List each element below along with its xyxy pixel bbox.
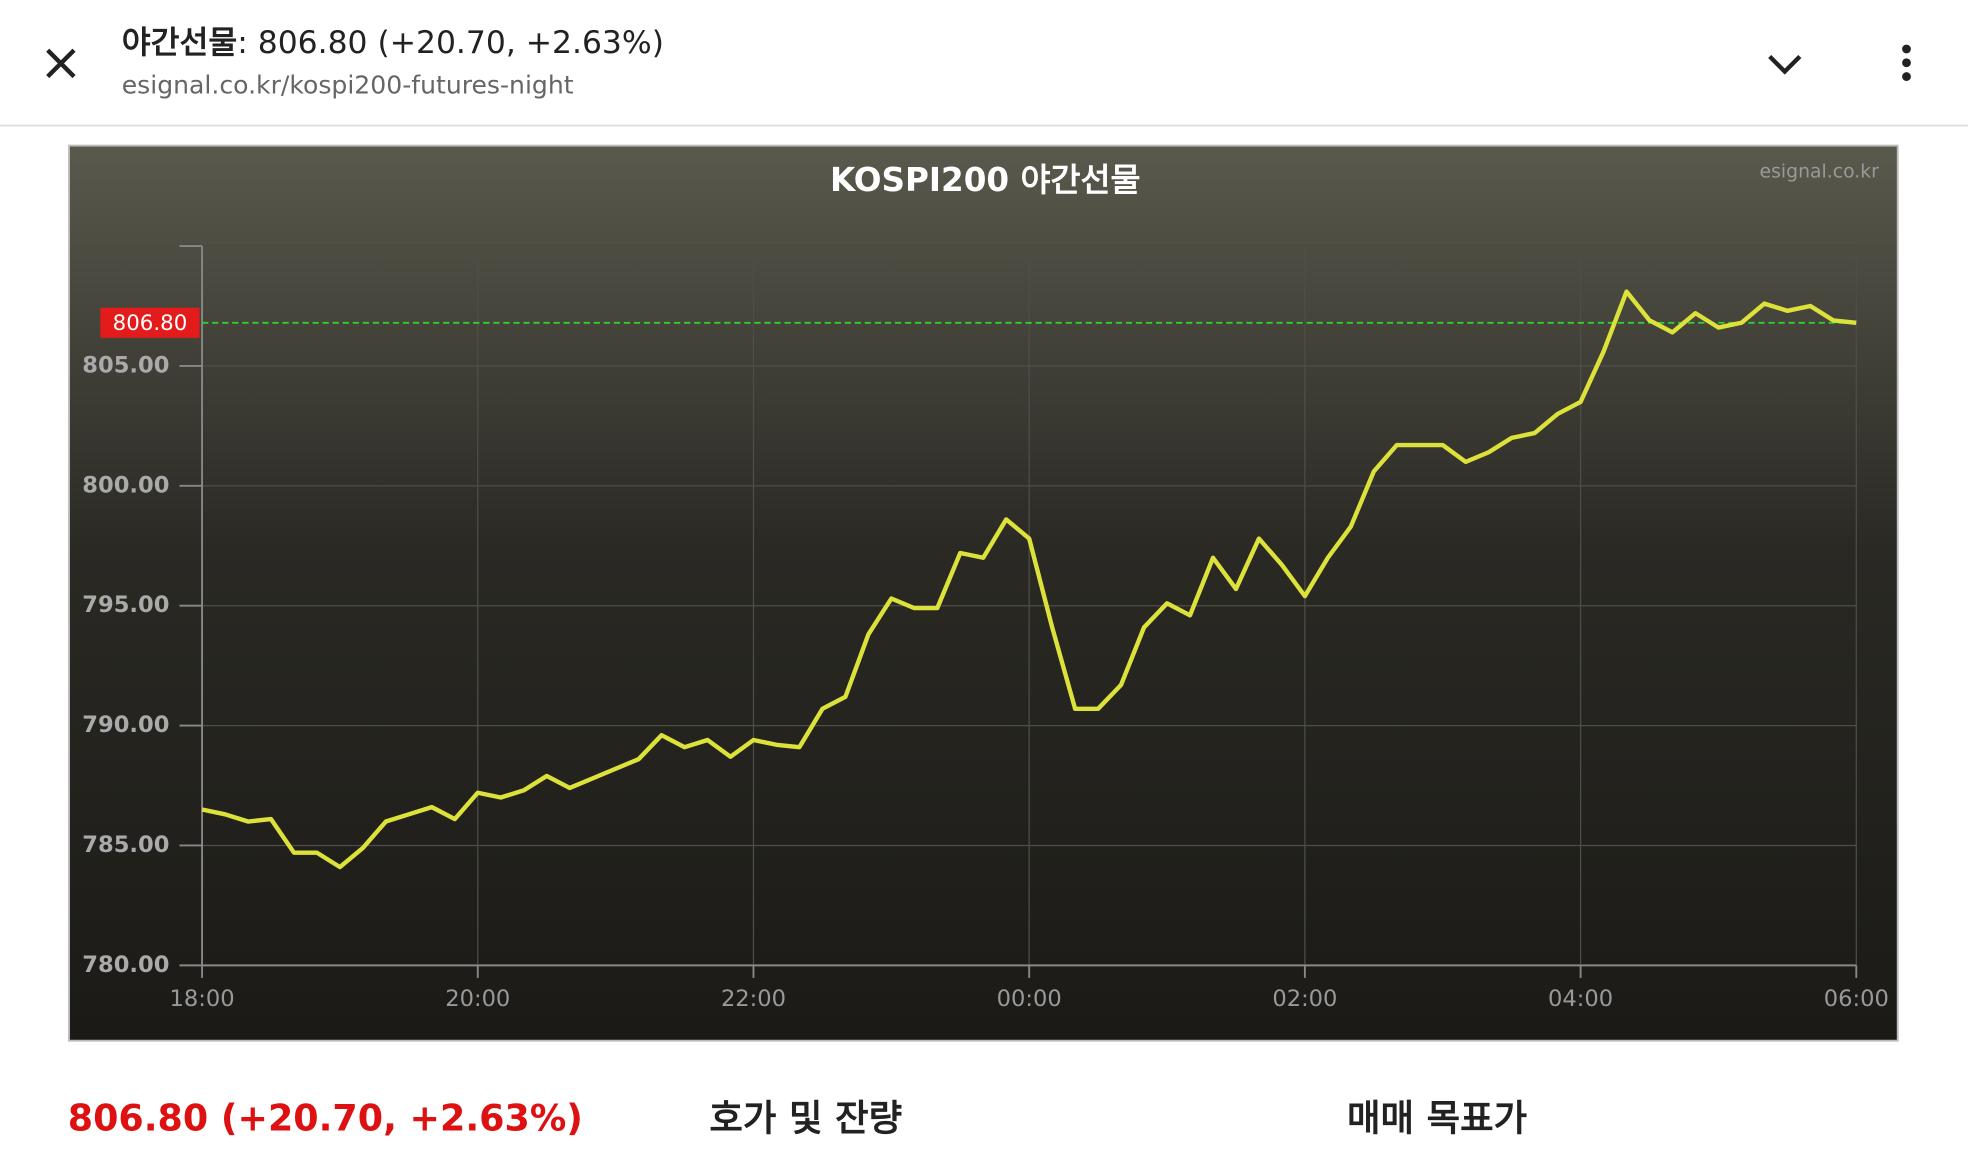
footer-price: 806.80 (+20.70, +2.63%) xyxy=(68,1096,583,1139)
menu-dot xyxy=(1902,44,1911,54)
title-value: : 806.80 (+20.70, +2.63%) xyxy=(237,25,664,61)
y-tick-label: 800.00 xyxy=(82,472,169,498)
x-tick-label: 18:00 xyxy=(170,986,235,1012)
x-tick-label: 04:00 xyxy=(1548,986,1613,1012)
y-tick-label: 785.00 xyxy=(82,832,169,858)
page-title: 야간선물: 806.80 (+20.70, +2.63%) xyxy=(122,25,664,61)
menu-dot xyxy=(1902,58,1911,68)
reference-label: 806.80 xyxy=(113,311,188,336)
tab-target[interactable]: 매매 목표가 xyxy=(1347,1096,1527,1139)
close-button[interactable] xyxy=(46,48,76,79)
x-tick-label: 06:00 xyxy=(1824,986,1889,1012)
menu-dot xyxy=(1902,72,1911,81)
x-tick-label: 22:00 xyxy=(721,986,786,1012)
y-tick-label: 790.00 xyxy=(82,712,169,738)
close-icon xyxy=(46,48,76,79)
menu-button[interactable] xyxy=(1902,44,1911,81)
chart-panel xyxy=(68,144,1899,1042)
x-tick-label: 20:00 xyxy=(445,986,510,1012)
y-tick-label: 780.00 xyxy=(82,952,169,978)
tab-label: 매매 목표가 xyxy=(1347,1096,1527,1139)
price-line xyxy=(201,289,1857,870)
title-name: 야간선물 xyxy=(122,25,237,61)
reference-label-bg xyxy=(100,307,200,338)
page-url: esignal.co.kr/kospi200-futures-night xyxy=(122,71,574,100)
x-tick-label: 00:00 xyxy=(997,986,1062,1012)
tab-label: 호가 및 잔량 xyxy=(709,1096,902,1139)
collapse-button[interactable] xyxy=(1768,54,1802,75)
y-tick-label: 795.00 xyxy=(82,592,169,618)
watermark: esignal.co.kr xyxy=(1760,161,1880,182)
plot: 780.00 785.00 790.00 795.00 800.00 805.00 18:0… xyxy=(82,245,1889,1012)
chevron-icon xyxy=(1768,54,1802,75)
y-tick-label: 805.00 xyxy=(82,352,169,378)
tab-orderbook[interactable]: 호가 및 잔량 xyxy=(709,1096,902,1139)
x-tick-label: 02:00 xyxy=(1272,986,1337,1012)
chart-title: KOSPI200 야간선물 xyxy=(830,161,1141,199)
